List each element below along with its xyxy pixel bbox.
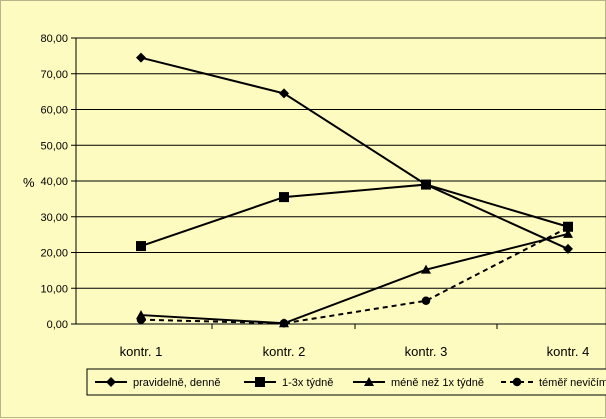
legend: pravidelně, denně 1-3x týdně méně než 1x t… — [86, 368, 606, 396]
series-2 — [136, 179, 573, 252]
data-point-diamond — [279, 88, 289, 99]
y-axis-ticks: 0,00 10,00 20,00 30,00 40,00 50,00 60,00 70,00 8… — [40, 33, 76, 331]
data-point-diamond — [136, 52, 146, 63]
series-4 — [136, 223, 573, 328]
data-point-diamond — [563, 243, 573, 254]
series-line — [140, 183, 569, 248]
series-line — [140, 226, 569, 325]
y-tick-label: 30,00 — [40, 212, 68, 224]
data-point-circle — [563, 223, 573, 232]
series-line — [140, 56, 569, 250]
legend-label: 1-3x týdně — [282, 377, 333, 389]
data-point-square — [279, 192, 289, 203]
series-lines — [136, 52, 573, 328]
x-axis-labels: kontr. 1 kontr. 2 kontr. 3 kontr. 4 — [120, 344, 590, 359]
y-tick-label: 70,00 — [40, 69, 68, 81]
legend-label: pravidelně, denně — [133, 377, 220, 389]
x-tick-label: kontr. 3 — [405, 344, 448, 359]
y-axis-label: % — [23, 175, 35, 190]
y-tick-label: 80,00 — [40, 33, 68, 45]
data-point-diamond — [106, 377, 116, 387]
axes — [75, 38, 606, 329]
series-3 — [136, 228, 573, 328]
data-point-circle — [136, 315, 146, 324]
data-point-circle — [279, 319, 289, 328]
legend-item: téměř nevičím — [501, 377, 606, 389]
data-point-triangle — [421, 264, 431, 274]
legend-item: pravidelně, denně — [95, 377, 220, 389]
data-point-triangle — [563, 228, 573, 238]
y-tick-label: 20,00 — [40, 248, 68, 260]
legend-label: méně než 1x týdně — [391, 377, 484, 389]
x-tick-label: kontr. 2 — [263, 344, 306, 359]
data-point-square — [421, 179, 431, 190]
data-point-circle — [421, 296, 431, 306]
y-tick-label: 10,00 — [40, 283, 68, 295]
data-point-circle — [512, 377, 522, 387]
data-point-square — [136, 241, 146, 252]
y-tick-label: 60,00 — [40, 105, 68, 117]
series-1 — [136, 52, 573, 254]
legend-item: 1-3x týdně — [244, 377, 333, 389]
y-tick-label: 0,00 — [47, 319, 68, 331]
y-tick-label: 50,00 — [40, 140, 68, 152]
data-point-square — [255, 377, 265, 387]
y-tick-label: 40,00 — [40, 176, 68, 188]
series-line — [140, 232, 569, 325]
legend-item: méně než 1x týdně — [353, 377, 484, 389]
x-tick-label: kontr. 1 — [120, 344, 163, 359]
grid-lines — [76, 37, 606, 289]
data-point-triangle — [364, 377, 374, 386]
x-tick-label: kontr. 4 — [547, 344, 590, 359]
legend-label: téměř nevičím — [539, 377, 606, 389]
